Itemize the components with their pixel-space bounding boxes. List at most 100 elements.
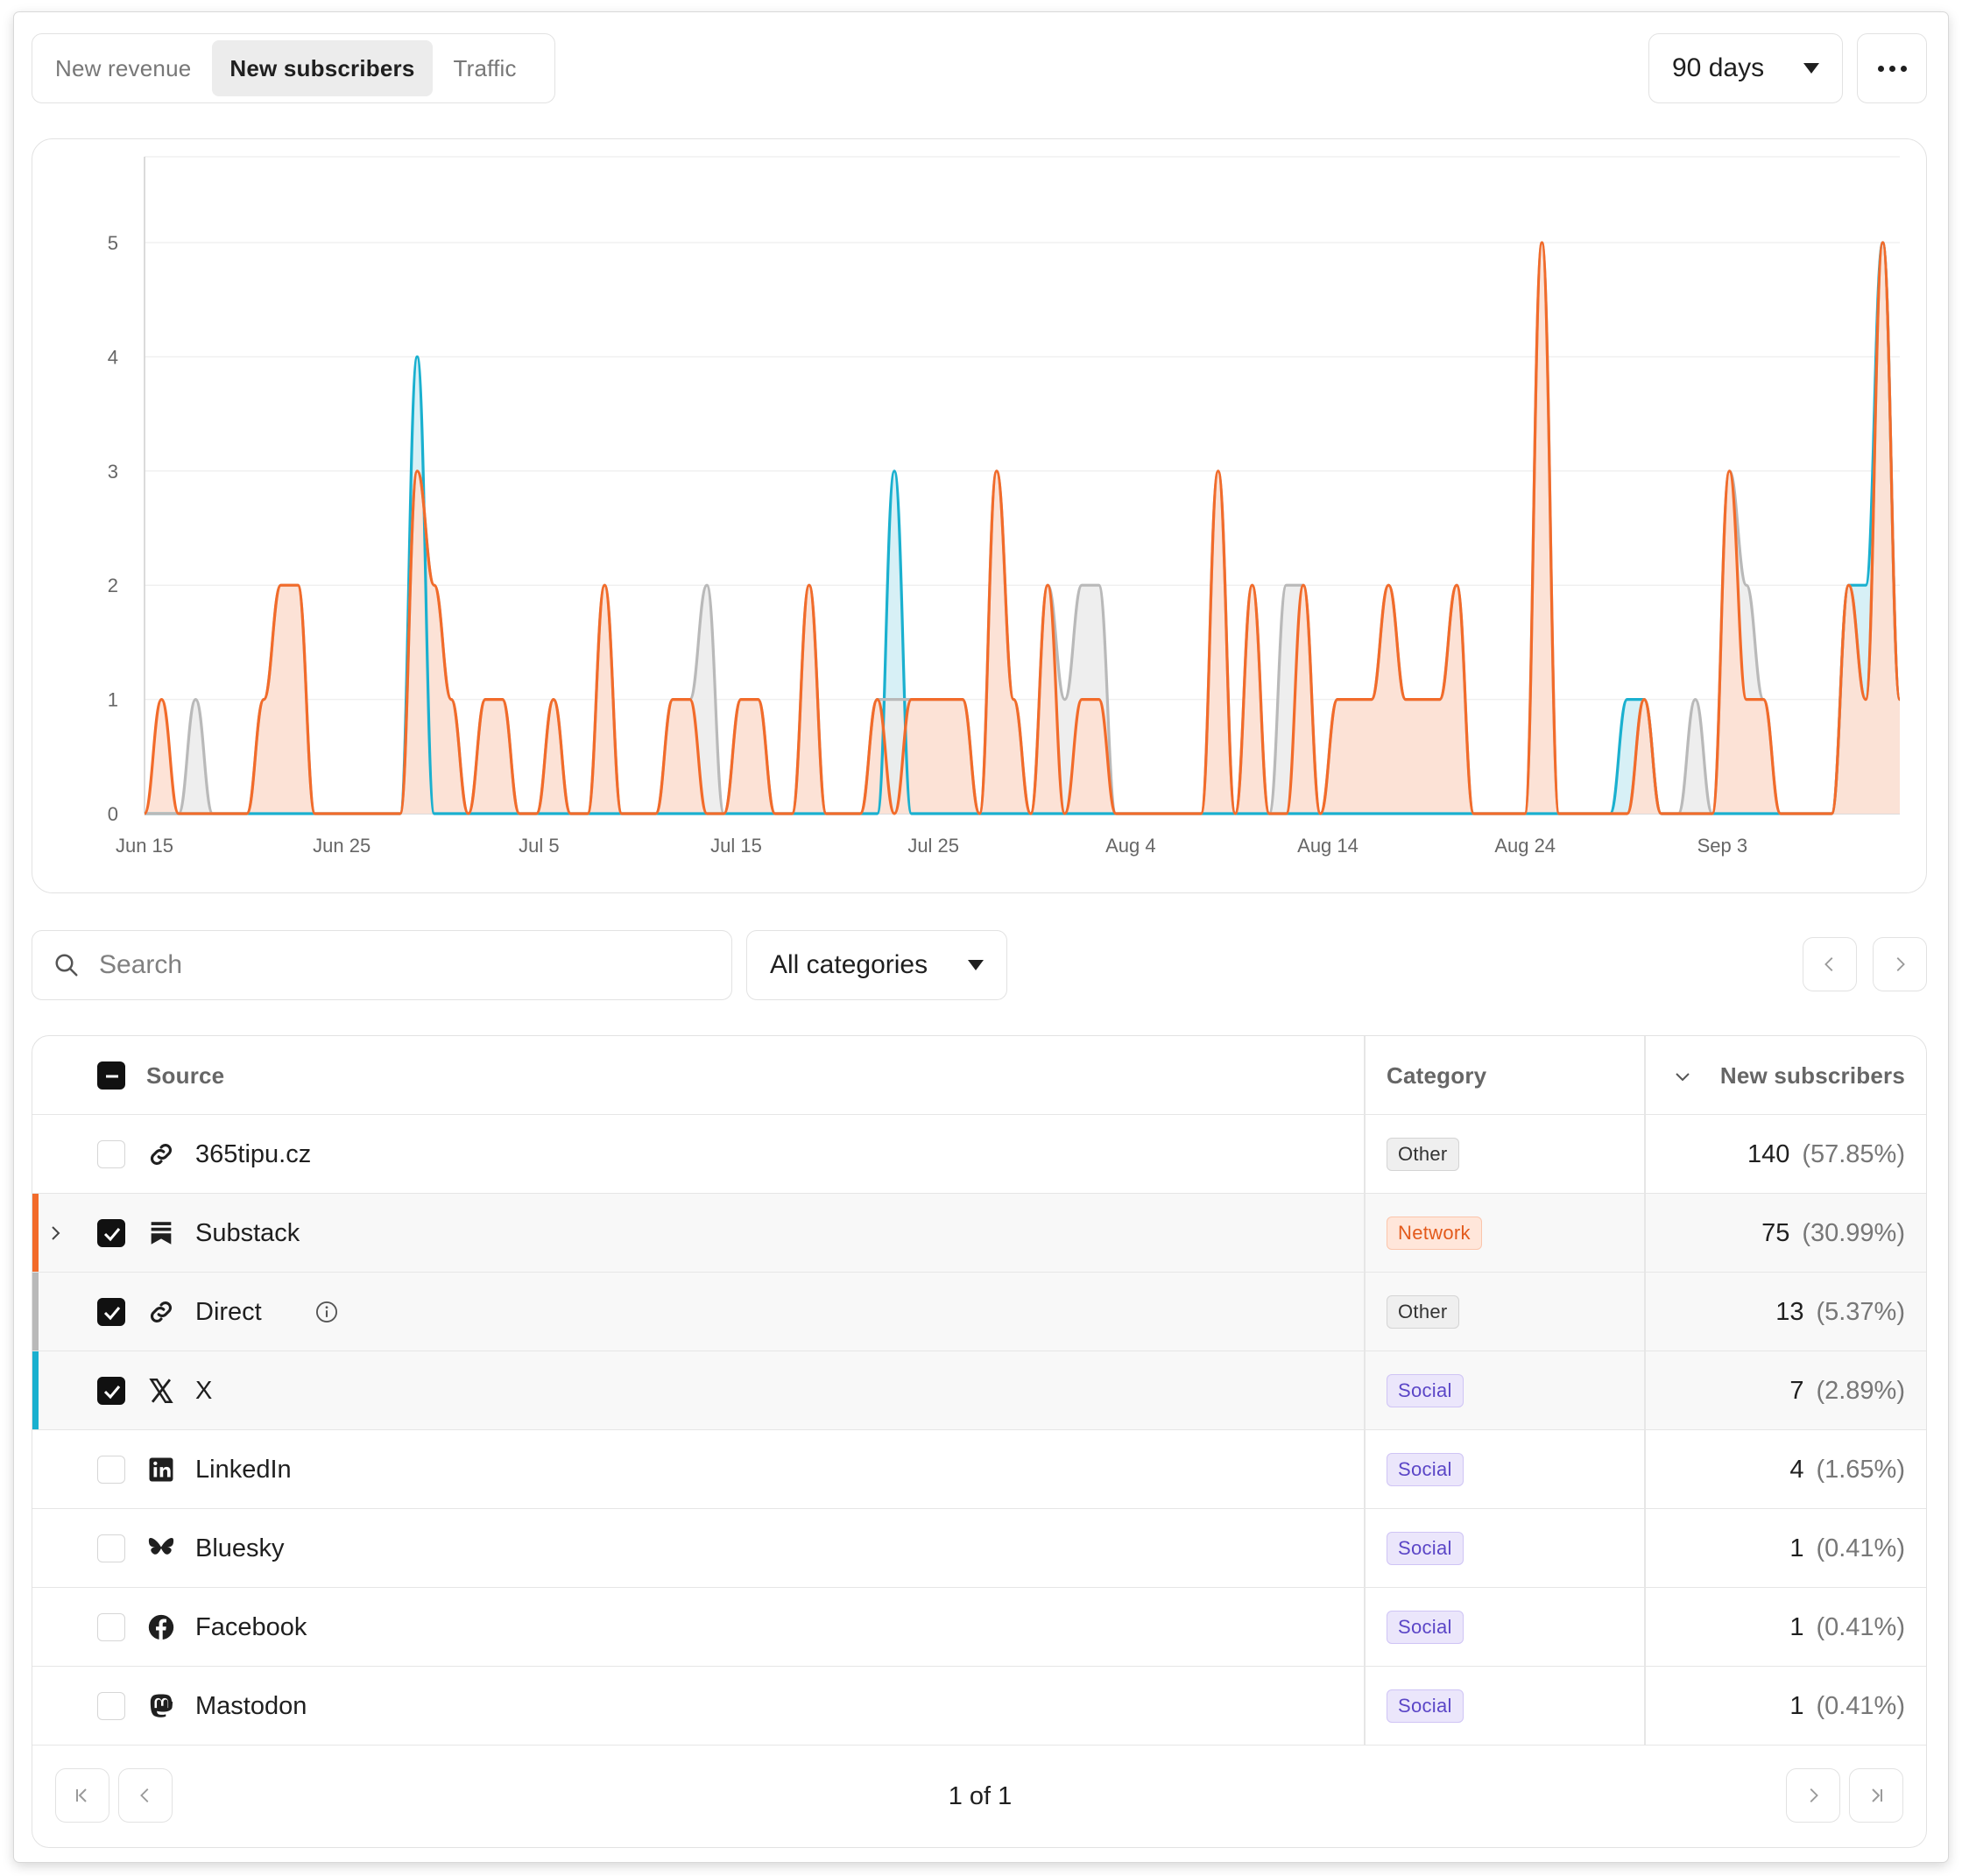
table-row[interactable]: X Social 7 (2.89%) (32, 1351, 1926, 1430)
new-subscribers-header[interactable]: New subscribers (1719, 1062, 1905, 1089)
y-tick-label: 5 (108, 232, 118, 254)
subscriber-count: 13 (5.37%) (1775, 1298, 1905, 1327)
x-tick-label: Aug 14 (1297, 835, 1359, 857)
subscriber-count: 4 (1.65%) (1789, 1456, 1905, 1485)
source-name[interactable]: Facebook (195, 1613, 307, 1641)
prev-table-page-button[interactable] (118, 1768, 173, 1823)
substack-icon (151, 1222, 172, 1245)
more-options-button[interactable] (1857, 33, 1927, 103)
first-page-button[interactable] (55, 1768, 109, 1823)
date-range-select[interactable]: 90 days (1648, 33, 1843, 103)
count-percent: (57.85%) (1802, 1140, 1905, 1168)
source-name[interactable]: LinkedIn (195, 1456, 292, 1484)
subscriber-count: 1 (0.41%) (1789, 1692, 1905, 1721)
count-percent: (0.41%) (1816, 1613, 1905, 1641)
table-row[interactable]: Direct Other 13 (5.37%) (32, 1273, 1926, 1351)
series-color-marker (32, 1194, 39, 1272)
table-row[interactable]: LinkedIn Social 4 (1.65%) (32, 1430, 1926, 1509)
row-checkbox[interactable] (97, 1377, 125, 1405)
y-tick-label: 0 (108, 803, 118, 825)
table-row[interactable]: Substack Network 75 (30.99%) (32, 1194, 1926, 1273)
row-checkbox[interactable] (97, 1456, 125, 1484)
source-name[interactable]: Substack (195, 1219, 300, 1247)
category-badge: Social (1387, 1374, 1464, 1407)
search-input[interactable] (99, 950, 695, 980)
x-logo-icon (149, 1378, 173, 1404)
subscriber-count: 1 (0.41%) (1789, 1534, 1905, 1563)
subscriber-count: 7 (2.89%) (1789, 1377, 1905, 1406)
x-tick-label: Jul 25 (907, 835, 959, 857)
more-dot (1888, 65, 1895, 72)
category-badge: Social (1387, 1611, 1464, 1644)
series-line (143, 241, 1902, 815)
series-color-marker (32, 1273, 39, 1351)
table-row[interactable]: Bluesky Social 1 (0.41%) (32, 1509, 1926, 1588)
minus-icon (106, 1075, 118, 1078)
prev-page-button[interactable] (1803, 937, 1857, 991)
last-page-button[interactable] (1849, 1768, 1903, 1823)
select-all-checkbox[interactable] (97, 1061, 125, 1090)
next-table-page-button[interactable] (1786, 1768, 1840, 1823)
table-row[interactable]: 365tipu.cz Other 140 (57.85%) (32, 1115, 1926, 1194)
category-badge: Other (1387, 1295, 1459, 1329)
row-checkbox[interactable] (97, 1219, 125, 1247)
subscriber-count: 140 (57.85%) (1747, 1140, 1905, 1169)
mastodon-icon (150, 1694, 173, 1717)
category-badge: Social (1387, 1689, 1464, 1723)
info-icon[interactable] (314, 1300, 339, 1324)
count-value: 1 (1789, 1692, 1804, 1720)
date-range-label: 90 days (1672, 53, 1765, 82)
row-checkbox[interactable] (97, 1613, 125, 1641)
category-badge: Social (1387, 1532, 1464, 1565)
category-badge: Social (1387, 1453, 1464, 1486)
count-percent: (0.41%) (1816, 1534, 1905, 1562)
chevron-right-icon[interactable] (45, 1223, 66, 1244)
category-header[interactable]: Category (1387, 1062, 1487, 1089)
count-value: 13 (1775, 1298, 1804, 1326)
column-divider (1644, 1036, 1646, 1746)
tab-new-revenue[interactable]: New revenue (55, 54, 192, 81)
row-checkbox[interactable] (97, 1140, 125, 1168)
subscriber-count: 75 (30.99%) (1761, 1219, 1905, 1248)
metric-tabs: New revenue New subscribers Traffic (32, 33, 555, 103)
row-checkbox[interactable] (97, 1534, 125, 1562)
chart-card: 0 1 2 3 4 5 Jun 15 Jun 25 Jul 5 Jul 15 Jul 25 Aug 4… (32, 138, 1927, 893)
check-icon (103, 1228, 121, 1242)
check-icon (103, 1386, 121, 1400)
facebook-icon (148, 1614, 174, 1640)
count-value: 1 (1789, 1534, 1804, 1562)
source-name[interactable]: Bluesky (195, 1534, 285, 1562)
sort-desc-icon[interactable] (1672, 1066, 1693, 1087)
x-tick-label: Jun 15 (116, 835, 173, 857)
subscriber-count: 1 (0.41%) (1789, 1613, 1905, 1642)
row-checkbox[interactable] (97, 1298, 125, 1326)
subscribers-chart: 0 1 2 3 4 5 Jun 15 Jun 25 Jul 5 Jul 15 Jul 25 Aug 4… (108, 156, 1902, 857)
y-tick-label: 1 (108, 689, 118, 711)
next-page-button[interactable] (1873, 937, 1927, 991)
table-row[interactable]: Mastodon Social 1 (0.41%) (32, 1667, 1926, 1746)
count-percent: (1.65%) (1816, 1456, 1905, 1484)
source-header[interactable]: Source (146, 1062, 225, 1089)
source-name[interactable]: Direct (195, 1298, 262, 1326)
count-value: 7 (1789, 1377, 1804, 1405)
source-name[interactable]: X (195, 1377, 213, 1405)
count-percent: (30.99%) (1802, 1219, 1905, 1247)
category-select[interactable]: All categories (746, 930, 1007, 1000)
search-box[interactable] (32, 930, 732, 1000)
count-value: 140 (1747, 1140, 1790, 1168)
link-icon (150, 1301, 173, 1323)
tab-new-subscribers[interactable]: New subscribers (212, 40, 433, 96)
source-name[interactable]: Mastodon (195, 1692, 307, 1720)
tab-traffic[interactable]: Traffic (453, 54, 517, 81)
pagination-status: 1 of 1 (948, 1782, 1013, 1810)
sources-table: Source Category New subscribers 365tipu.… (32, 1035, 1927, 1848)
source-name[interactable]: 365tipu.cz (195, 1140, 312, 1168)
series-color-marker (32, 1351, 39, 1429)
chevron-left-icon (1824, 957, 1833, 971)
row-checkbox[interactable] (97, 1692, 125, 1720)
y-tick-label: 3 (108, 461, 118, 483)
count-percent: (5.37%) (1816, 1298, 1905, 1326)
more-dot (1900, 65, 1907, 72)
count-value: 4 (1789, 1456, 1804, 1484)
table-row[interactable]: Facebook Social 1 (0.41%) (32, 1588, 1926, 1667)
